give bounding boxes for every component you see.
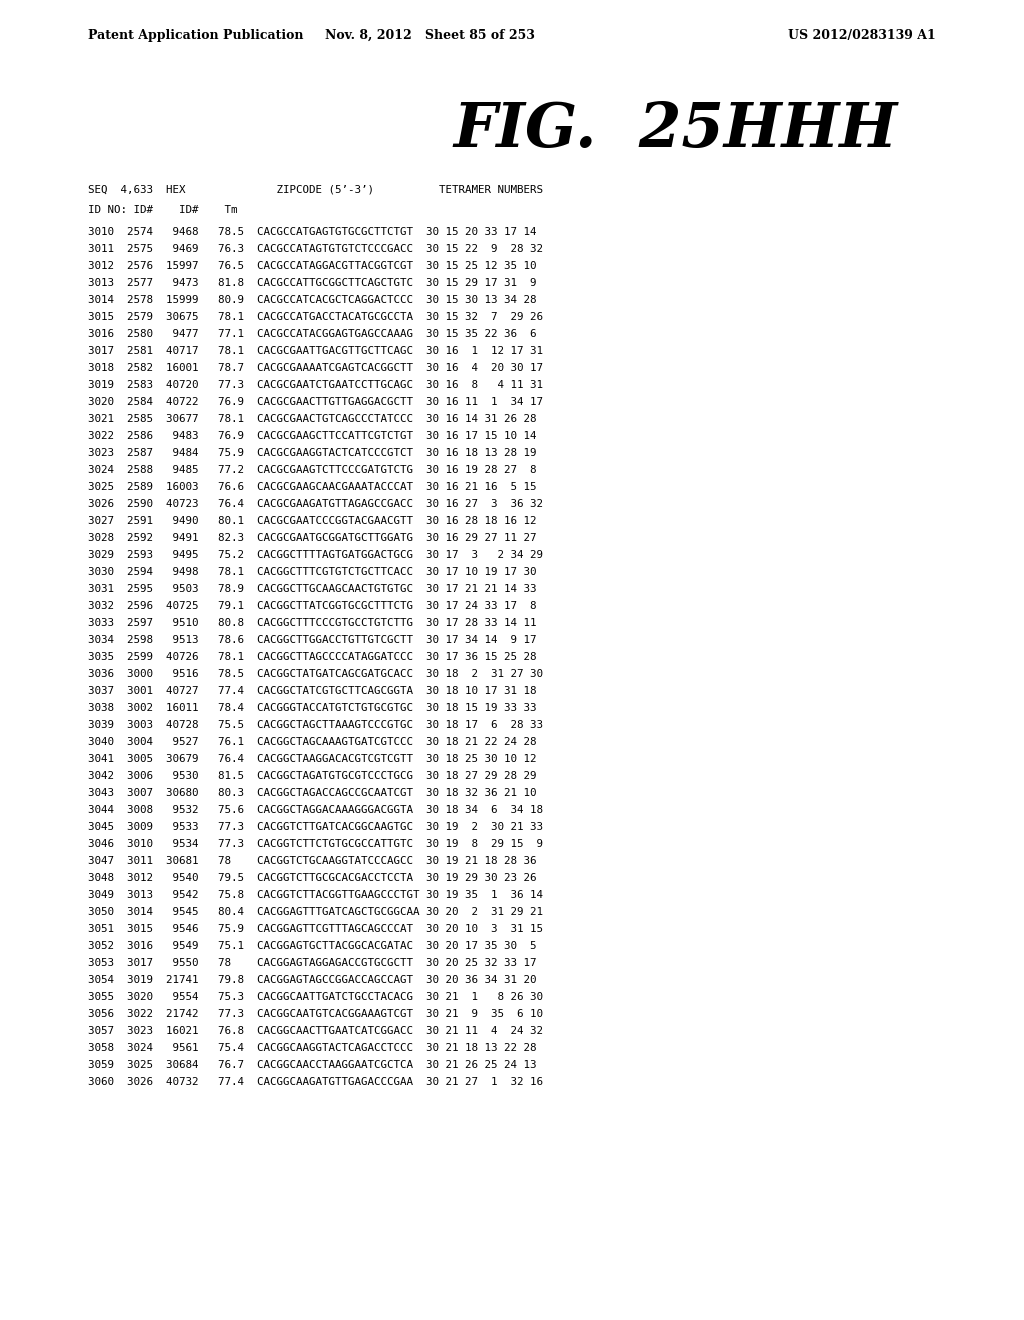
Text: FIG.  25HHH: FIG. 25HHH: [454, 100, 898, 160]
Text: 3016  2580   9477   77.1  CACGCCATACGGAGTGAGCCAAAG  30 15 35 22 36  6: 3016 2580 9477 77.1 CACGCCATACGGAGTGAGCC…: [88, 329, 537, 339]
Text: 3022  2586   9483   76.9  CACGCGAAGCTTCCATTCGTCTGT  30 16 17 15 10 14: 3022 2586 9483 76.9 CACGCGAAGCTTCCATTCGT…: [88, 432, 537, 441]
Text: 3048  3012   9540   79.5  CACGGTCTTGCGCACGACCTCCTA  30 19 29 30 23 26: 3048 3012 9540 79.5 CACGGTCTTGCGCACGACCT…: [88, 873, 537, 883]
Text: 3032  2596  40725   79.1  CACGGCTTATCGGTGCGCTTTCTG  30 17 24 33 17  8: 3032 2596 40725 79.1 CACGGCTTATCGGTGCGCT…: [88, 601, 537, 611]
Text: 3011  2575   9469   76.3  CACGCCATAGTGTGTCTCCCGACC  30 15 22  9  28 32: 3011 2575 9469 76.3 CACGCCATAGTGTGTCTCCC…: [88, 244, 543, 253]
Text: 3036  3000   9516   78.5  CACGGCTATGATCAGCGATGCACC  30 18  2  31 27 30: 3036 3000 9516 78.5 CACGGCTATGATCAGCGATG…: [88, 669, 543, 678]
Text: SEQ  4,633  HEX              ZIPCODE (5’-3’)          TETRAMER NUMBERS: SEQ 4,633 HEX ZIPCODE (5’-3’) TETRAMER N…: [88, 185, 543, 195]
Text: 3042  3006   9530   81.5  CACGGCTAGATGTGCGTCCCTGCG  30 18 27 29 28 29: 3042 3006 9530 81.5 CACGGCTAGATGTGCGTCCC…: [88, 771, 537, 781]
Text: 3026  2590  40723   76.4  CACGCGAAGATGTTAGAGCCGACC  30 16 27  3  36 32: 3026 2590 40723 76.4 CACGCGAAGATGTTAGAGC…: [88, 499, 543, 510]
Text: 3019  2583  40720   77.3  CACGCGAATCTGAATCCTTGCAGC  30 16  8   4 11 31: 3019 2583 40720 77.3 CACGCGAATCTGAATCCTT…: [88, 380, 543, 389]
Text: 3029  2593   9495   75.2  CACGGCTTTTAGTGATGGACTGCG  30 17  3   2 34 29: 3029 2593 9495 75.2 CACGGCTTTTAGTGATGGAC…: [88, 550, 543, 560]
Text: US 2012/0283139 A1: US 2012/0283139 A1: [788, 29, 936, 41]
Text: 3041  3005  30679   76.4  CACGGCTAAGGACACGTCGTCGTT  30 18 25 30 10 12: 3041 3005 30679 76.4 CACGGCTAAGGACACGTCG…: [88, 754, 537, 764]
Text: 3051  3015   9546   75.9  CACGGAGTTCGTTTAGCAGCCCAT  30 20 10  3  31 15: 3051 3015 9546 75.9 CACGGAGTTCGTTTAGCAGC…: [88, 924, 543, 935]
Text: 3030  2594   9498   78.1  CACGGCTTTCGTGTCTGCTTCACC  30 17 10 19 17 30: 3030 2594 9498 78.1 CACGGCTTTCGTGTCTGCTT…: [88, 568, 537, 577]
Text: 3028  2592   9491   82.3  CACGCGAATGCGGATGCTTGGATG  30 16 29 27 11 27: 3028 2592 9491 82.3 CACGCGAATGCGGATGCTTG…: [88, 533, 537, 543]
Text: 3058  3024   9561   75.4  CACGGCAAGGTACTCAGACCTCCC  30 21 18 13 22 28: 3058 3024 9561 75.4 CACGGCAAGGTACTCAGACC…: [88, 1043, 537, 1053]
Text: 3031  2595   9503   78.9  CACGGCTTGCAAGCAACTGTGTGC  30 17 21 21 14 33: 3031 2595 9503 78.9 CACGGCTTGCAAGCAACTGT…: [88, 583, 537, 594]
Text: 3033  2597   9510   80.8  CACGGCTTTCCCGTGCCTGTCTTG  30 17 28 33 14 11: 3033 2597 9510 80.8 CACGGCTTTCCCGTGCCTGT…: [88, 618, 537, 628]
Text: 3056  3022  21742   77.3  CACGGCAATGTCACGGAAAGTCGT  30 21  9  35  6 10: 3056 3022 21742 77.3 CACGGCAATGTCACGGAAA…: [88, 1008, 543, 1019]
Text: 3010  2574   9468   78.5  CACGCCATGAGTGTGCGCTTCTGT  30 15 20 33 17 14: 3010 2574 9468 78.5 CACGCCATGAGTGTGCGCTT…: [88, 227, 537, 238]
Text: 3012  2576  15997   76.5  CACGCCATAGGACGTTACGGTCGT  30 15 25 12 35 10: 3012 2576 15997 76.5 CACGCCATAGGACGTTACG…: [88, 261, 537, 271]
Text: 3055  3020   9554   75.3  CACGGCAATTGATCTGCCTACACG  30 21  1   8 26 30: 3055 3020 9554 75.3 CACGGCAATTGATCTGCCTA…: [88, 993, 543, 1002]
Text: 3045  3009   9533   77.3  CACGGTCTTGATCACGGCAAGTGC  30 19  2  30 21 33: 3045 3009 9533 77.3 CACGGTCTTGATCACGGCAA…: [88, 822, 543, 832]
Text: 3060  3026  40732   77.4  CACGGCAAGATGTTGAGACCCGAA  30 21 27  1  32 16: 3060 3026 40732 77.4 CACGGCAAGATGTTGAGAC…: [88, 1077, 543, 1086]
Text: 3059  3025  30684   76.7  CACGGCAACCTAAGGAATCGCTCA  30 21 26 25 24 13: 3059 3025 30684 76.7 CACGGCAACCTAAGGAATC…: [88, 1060, 537, 1071]
Text: 3044  3008   9532   75.6  CACGGCTAGGACAAAGGGACGGTA  30 18 34  6  34 18: 3044 3008 9532 75.6 CACGGCTAGGACAAAGGGAC…: [88, 805, 543, 814]
Text: 3035  2599  40726   78.1  CACGGCTTAGCCCCATAGGATCCC  30 17 36 15 25 28: 3035 2599 40726 78.1 CACGGCTTAGCCCCATAGG…: [88, 652, 537, 663]
Text: ID NO: ID#    ID#    Tm: ID NO: ID# ID# Tm: [88, 205, 238, 215]
Text: 3020  2584  40722   76.9  CACGCGAACTTGTTGAGGACGCTT  30 16 11  1  34 17: 3020 2584 40722 76.9 CACGCGAACTTGTTGAGGA…: [88, 397, 543, 407]
Text: 3014  2578  15999   80.9  CACGCCATCACGCTCAGGACTCCC  30 15 30 13 34 28: 3014 2578 15999 80.9 CACGCCATCACGCTCAGGA…: [88, 294, 537, 305]
Text: 3017  2581  40717   78.1  CACGCGAATTGACGTTGCTTCAGC  30 16  1  12 17 31: 3017 2581 40717 78.1 CACGCGAATTGACGTTGCT…: [88, 346, 543, 356]
Text: 3052  3016   9549   75.1  CACGGAGTGCTTACGGCACGATAC  30 20 17 35 30  5: 3052 3016 9549 75.1 CACGGAGTGCTTACGGCACG…: [88, 941, 537, 950]
Text: 3057  3023  16021   76.8  CACGGCAACTTGAATCATCGGACC  30 21 11  4  24 32: 3057 3023 16021 76.8 CACGGCAACTTGAATCATC…: [88, 1026, 543, 1036]
Text: 3054  3019  21741   79.8  CACGGAGTAGCCGGACCAGCCAGT  30 20 36 34 31 20: 3054 3019 21741 79.8 CACGGAGTAGCCGGACCAG…: [88, 975, 537, 985]
Text: 3043  3007  30680   80.3  CACGGCTAGACCAGCCGCAATCGT  30 18 32 36 21 10: 3043 3007 30680 80.3 CACGGCTAGACCAGCCGCA…: [88, 788, 537, 799]
Text: Patent Application Publication: Patent Application Publication: [88, 29, 303, 41]
Text: 3046  3010   9534   77.3  CACGGTCTTCTGTGCGCCATTGTC  30 19  8  29 15  9: 3046 3010 9534 77.3 CACGGTCTTCTGTGCGCCAT…: [88, 840, 543, 849]
Text: 3053  3017   9550   78    CACGGAGTAGGAGACCGTGCGCTT  30 20 25 32 33 17: 3053 3017 9550 78 CACGGAGTAGGAGACCGTGCGC…: [88, 958, 537, 968]
Text: 3015  2579  30675   78.1  CACGCCATGACCTACATGCGCCTA  30 15 32  7  29 26: 3015 2579 30675 78.1 CACGCCATGACCTACATGC…: [88, 312, 543, 322]
Text: 3050  3014   9545   80.4  CACGGAGTTTGATCAGCTGCGGCAA 30 20  2  31 29 21: 3050 3014 9545 80.4 CACGGAGTTTGATCAGCTGC…: [88, 907, 543, 917]
Text: 3025  2589  16003   76.6  CACGCGAAGCAACGAAATACCCAT  30 16 21 16  5 15: 3025 2589 16003 76.6 CACGCGAAGCAACGAAATA…: [88, 482, 537, 492]
Text: 3040  3004   9527   76.1  CACGGCTAGCAAAGTGATCGTCCC  30 18 21 22 24 28: 3040 3004 9527 76.1 CACGGCTAGCAAAGTGATCG…: [88, 737, 537, 747]
Text: Nov. 8, 2012   Sheet 85 of 253: Nov. 8, 2012 Sheet 85 of 253: [326, 29, 535, 41]
Text: 3021  2585  30677   78.1  CACGCGAACTGTCAGCCCTATCCC  30 16 14 31 26 28: 3021 2585 30677 78.1 CACGCGAACTGTCAGCCCT…: [88, 414, 537, 424]
Text: 3047  3011  30681   78    CACGGTCTGCAAGGTATCCCAGCC  30 19 21 18 28 36: 3047 3011 30681 78 CACGGTCTGCAAGGTATCCCA…: [88, 855, 537, 866]
Text: 3018  2582  16001   78.7  CACGCGAAAATCGAGTCACGGCTT  30 16  4  20 30 17: 3018 2582 16001 78.7 CACGCGAAAATCGAGTCAC…: [88, 363, 543, 374]
Text: 3037  3001  40727   77.4  CACGGCTATCGTGCTTCAGCGGTA  30 18 10 17 31 18: 3037 3001 40727 77.4 CACGGCTATCGTGCTTCAG…: [88, 686, 537, 696]
Text: 3023  2587   9484   75.9  CACGCGAAGGTACTCATCCCGTCT  30 16 18 13 28 19: 3023 2587 9484 75.9 CACGCGAAGGTACTCATCCC…: [88, 447, 537, 458]
Text: 3049  3013   9542   75.8  CACGGTCTTACGGTTGAAGCCCTGT 30 19 35  1  36 14: 3049 3013 9542 75.8 CACGGTCTTACGGTTGAAGC…: [88, 890, 543, 900]
Text: 3034  2598   9513   78.6  CACGGCTTGGACCTGTTGTCGCTT  30 17 34 14  9 17: 3034 2598 9513 78.6 CACGGCTTGGACCTGTTGTC…: [88, 635, 537, 645]
Text: 3013  2577   9473   81.8  CACGCCATTGCGGCTTCAGCTGTC  30 15 29 17 31  9: 3013 2577 9473 81.8 CACGCCATTGCGGCTTCAGC…: [88, 279, 537, 288]
Text: 3038  3002  16011   78.4  CACGGGTACCATGTCTGTGCGTGC  30 18 15 19 33 33: 3038 3002 16011 78.4 CACGGGTACCATGTCTGTG…: [88, 704, 537, 713]
Text: 3039  3003  40728   75.5  CACGGCTAGCTTAAAGTCCCGTGC  30 18 17  6  28 33: 3039 3003 40728 75.5 CACGGCTAGCTTAAAGTCC…: [88, 719, 543, 730]
Text: 3024  2588   9485   77.2  CACGCGAAGTCTTCCCGATGTCTG  30 16 19 28 27  8: 3024 2588 9485 77.2 CACGCGAAGTCTTCCCGATG…: [88, 465, 537, 475]
Text: 3027  2591   9490   80.1  CACGCGAATCCCGGTACGAACGTT  30 16 28 18 16 12: 3027 2591 9490 80.1 CACGCGAATCCCGGTACGAA…: [88, 516, 537, 525]
